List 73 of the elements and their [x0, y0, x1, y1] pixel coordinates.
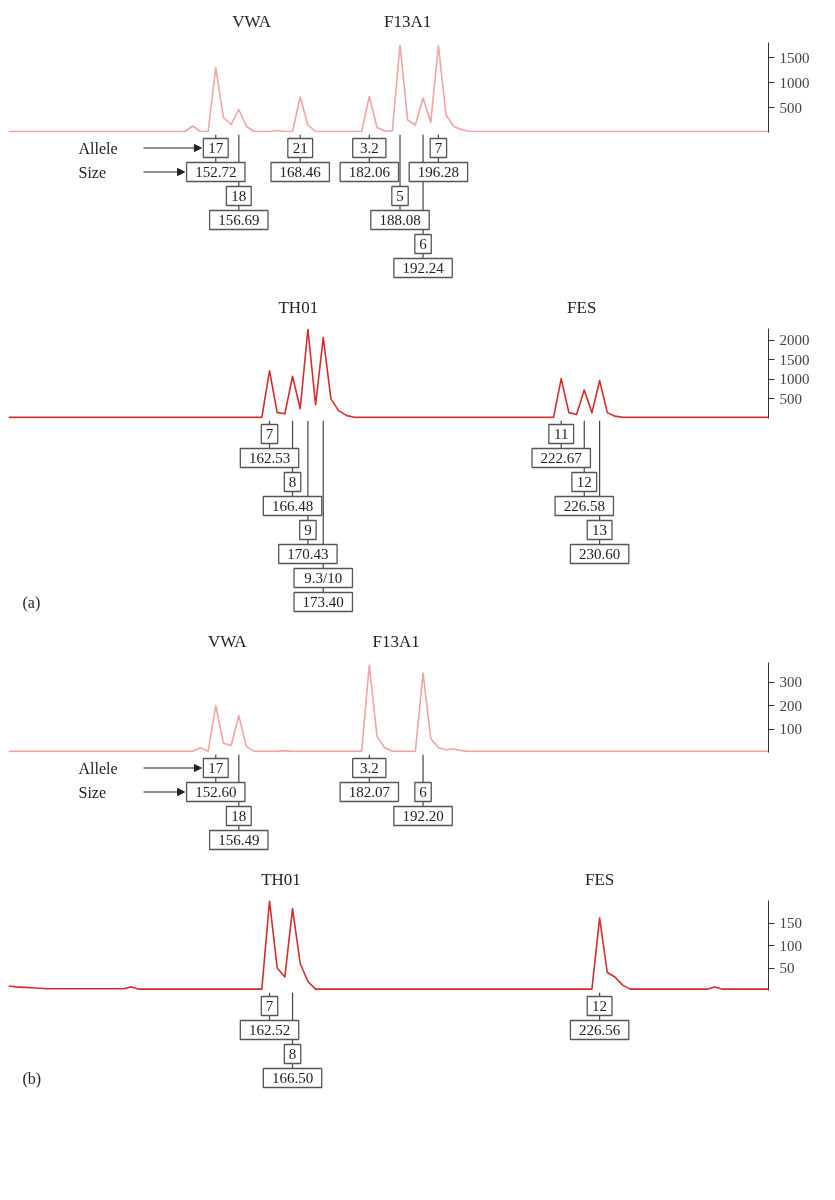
text: 226.58 [563, 498, 605, 514]
text: 9 [304, 522, 312, 538]
text: 230.60 [578, 546, 621, 562]
text: VWA [232, 11, 272, 31]
x-axis-title: (b) [22, 1069, 42, 1088]
text: 3.2 [359, 140, 379, 156]
y-tick-label: 150 [779, 915, 802, 931]
text: 182.06 [348, 164, 391, 180]
text: 18 [231, 188, 247, 204]
text: 152.60 [195, 784, 237, 800]
text: 12 [592, 998, 608, 1014]
y-tick-label: 50 [779, 960, 795, 976]
text: 188.08 [379, 212, 421, 228]
text: 170.43 [287, 546, 329, 562]
line-series [8, 328, 769, 419]
text: 7 [265, 426, 274, 442]
text: 222.67 [540, 450, 583, 466]
text: 168.46 [279, 164, 322, 180]
line-series [8, 44, 769, 133]
text: VWA [207, 631, 248, 651]
text: FES [584, 869, 615, 889]
text: 192.24 [402, 260, 445, 276]
text: 156.69 [218, 212, 260, 228]
y-tick-label: 500 [779, 390, 802, 407]
text: 6 [419, 784, 428, 800]
text: FES [567, 297, 597, 317]
text: 166.50 [271, 1070, 314, 1086]
y-tick-label: 1000 [779, 371, 810, 388]
text: 152.72 [195, 164, 237, 180]
y-tick-label: 100 [779, 721, 802, 738]
text: Size [78, 783, 107, 801]
text: 162.53 [248, 450, 291, 466]
y-tick-label: 200 [779, 697, 802, 714]
text: Size [78, 163, 107, 181]
y-tick-label: 2000 [779, 332, 810, 349]
text: 7 [265, 998, 274, 1014]
text: 6 [419, 236, 428, 252]
y-tick-label: 500 [779, 99, 802, 116]
line-series [8, 664, 769, 753]
y-tick-label: 300 [779, 674, 802, 691]
text: 226.56 [578, 1022, 621, 1038]
text: 21 [292, 140, 308, 156]
text: 8 [288, 1046, 297, 1062]
text: 5 [396, 188, 404, 204]
text: 8 [288, 474, 297, 490]
text: 17 [208, 140, 224, 156]
y-tick-label: 100 [779, 937, 802, 954]
text: 162.52 [248, 1022, 291, 1038]
text: TH01 [278, 297, 319, 317]
text: 12 [576, 474, 592, 490]
text: 11 [554, 426, 569, 442]
text: F13A1 [384, 11, 432, 31]
text: 9.3/10 [304, 570, 343, 586]
text: 13 [592, 522, 608, 538]
y-tick-label: 1500 [779, 351, 810, 368]
text: 3.2 [359, 760, 379, 776]
text: 7 [434, 140, 443, 156]
x-axis-title: (a) [22, 593, 41, 612]
text: 17 [208, 760, 224, 776]
text: 173.40 [302, 594, 344, 610]
line-series [8, 900, 769, 990]
y-tick-label: 1000 [779, 74, 810, 91]
y-tick-label: 1500 [779, 49, 810, 66]
text: TH01 [261, 869, 301, 889]
text: Allele [78, 759, 118, 777]
text: Allele [78, 139, 118, 157]
text: F13A1 [372, 631, 420, 651]
text: 156.49 [218, 832, 260, 848]
text: 166.48 [271, 498, 314, 514]
text: 192.20 [402, 808, 444, 824]
text: 196.28 [417, 164, 460, 180]
text: 18 [231, 808, 247, 824]
text: 182.07 [348, 784, 391, 800]
